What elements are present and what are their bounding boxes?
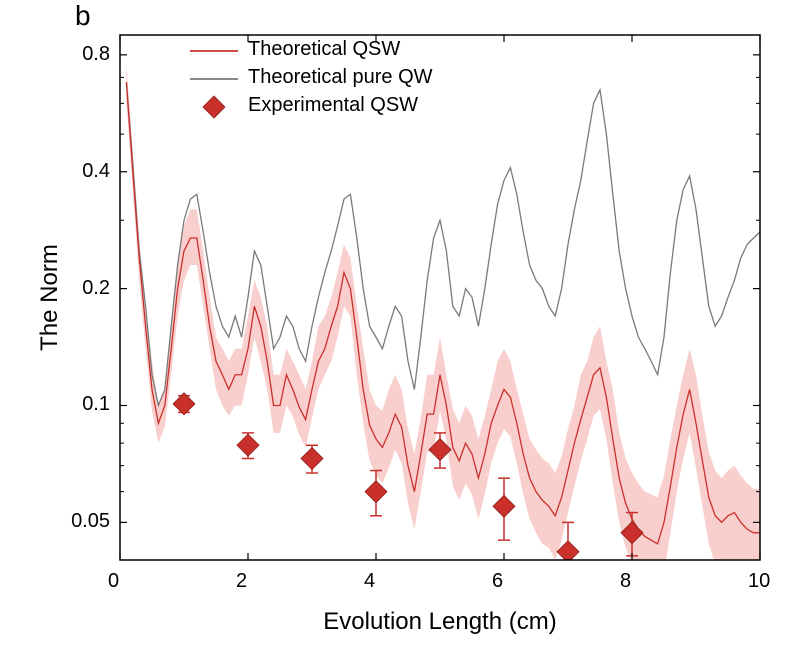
y-tick-label: 0.05 <box>71 510 110 533</box>
legend-label: Theoretical QSW <box>248 38 400 61</box>
panel-label: b <box>75 0 91 32</box>
x-axis-label: Evolution Length (cm) <box>120 608 760 636</box>
legend-label: Experimental QSW <box>248 94 418 117</box>
legend-label: Theoretical pure QW <box>248 66 433 89</box>
y-tick-label: 0.4 <box>82 160 110 183</box>
x-tick-label: 8 <box>620 570 631 593</box>
x-tick-label: 4 <box>364 570 375 593</box>
y-tick-label: 0.2 <box>82 277 110 300</box>
y-tick-label: 0.1 <box>82 393 110 416</box>
y-axis-label: The Norm <box>36 35 64 560</box>
x-tick-label: 6 <box>492 570 503 593</box>
x-tick-label: 10 <box>748 570 770 593</box>
y-tick-label: 0.8 <box>82 43 110 66</box>
chart-container: b Evolution Length (cm) The Norm 0 2 4 6 8 10… <box>0 0 800 646</box>
x-tick-label: 2 <box>236 570 247 593</box>
x-tick-label: 0 <box>108 570 119 593</box>
